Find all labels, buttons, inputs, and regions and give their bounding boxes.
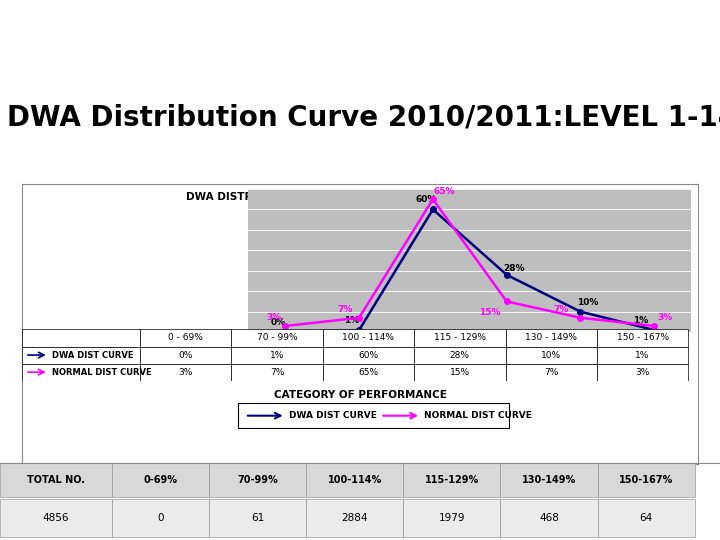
FancyBboxPatch shape [505, 363, 597, 381]
FancyBboxPatch shape [414, 363, 505, 381]
Text: 28%: 28% [503, 264, 524, 273]
Text: 65%: 65% [359, 368, 379, 377]
FancyBboxPatch shape [231, 363, 323, 381]
Text: 7%: 7% [338, 305, 353, 314]
Bar [306, 500, 403, 537]
Bar [209, 500, 306, 537]
Text: 1979: 1979 [438, 513, 465, 523]
Bar [403, 463, 500, 497]
Text: 130-149%: 130-149% [522, 475, 576, 485]
Text: 28%: 28% [450, 350, 470, 360]
Text: 115 - 129%: 115 - 129% [434, 333, 486, 342]
Text: 7%: 7% [554, 305, 569, 314]
FancyBboxPatch shape [231, 329, 323, 347]
Text: 1%: 1% [635, 350, 649, 360]
Bar [209, 463, 306, 497]
Text: 0%: 0% [271, 318, 286, 327]
Text: 1%: 1% [633, 316, 648, 325]
Text: DWA DIST CURVE: DWA DIST CURVE [52, 350, 133, 360]
Text: 60%: 60% [359, 350, 379, 360]
Text: 1%: 1% [345, 316, 360, 325]
FancyBboxPatch shape [323, 329, 414, 347]
Text: 130 - 149%: 130 - 149% [525, 333, 577, 342]
FancyBboxPatch shape [231, 347, 323, 363]
Text: DWA Distribution Curve 2010/2011:LEVEL 1-14: DWA Distribution Curve 2010/2011:LEVEL 1… [7, 104, 720, 132]
Bar [598, 500, 695, 537]
Text: 64: 64 [639, 513, 653, 523]
Text: 65%: 65% [433, 187, 455, 195]
FancyBboxPatch shape [22, 347, 140, 363]
FancyBboxPatch shape [22, 363, 140, 381]
Text: 100 - 114%: 100 - 114% [343, 333, 395, 342]
Bar [403, 500, 500, 537]
Text: 10%: 10% [577, 298, 598, 307]
Text: 0 - 69%: 0 - 69% [168, 333, 203, 342]
Text: 60%: 60% [415, 195, 436, 205]
Bar [112, 463, 209, 497]
FancyBboxPatch shape [22, 329, 140, 347]
Text: 7%: 7% [544, 368, 559, 377]
FancyBboxPatch shape [597, 329, 688, 347]
Text: 0-69%: 0-69% [143, 475, 177, 485]
FancyBboxPatch shape [505, 347, 597, 363]
Text: TOTAL NO.: TOTAL NO. [27, 475, 85, 485]
FancyBboxPatch shape [414, 347, 505, 363]
Text: 150 - 167%: 150 - 167% [616, 333, 669, 342]
Text: DWA DIST CURVE: DWA DIST CURVE [289, 411, 377, 420]
FancyBboxPatch shape [323, 363, 414, 381]
Text: 70 - 99%: 70 - 99% [257, 333, 297, 342]
Text: 4856: 4856 [42, 513, 69, 523]
Text: 61: 61 [251, 513, 264, 523]
Text: 100-114%: 100-114% [328, 475, 382, 485]
Text: 3%: 3% [266, 313, 282, 322]
Bar [598, 463, 695, 497]
Text: 3%: 3% [635, 368, 649, 377]
Text: 10%: 10% [541, 350, 562, 360]
Text: NORMAL DIST CURVE: NORMAL DIST CURVE [52, 368, 152, 377]
FancyBboxPatch shape [323, 347, 414, 363]
Text: 7%: 7% [270, 368, 284, 377]
Text: 0: 0 [157, 513, 163, 523]
Text: 0%: 0% [179, 350, 193, 360]
Text: 15%: 15% [480, 308, 501, 318]
Text: 468: 468 [539, 513, 559, 523]
FancyBboxPatch shape [597, 363, 688, 381]
Text: 70-99%: 70-99% [237, 475, 278, 485]
FancyBboxPatch shape [414, 329, 505, 347]
Bar [306, 463, 403, 497]
Text: 3%: 3% [658, 313, 673, 322]
Bar [112, 500, 209, 537]
Bar [0, 500, 112, 537]
Bar [500, 500, 598, 537]
Text: 2884: 2884 [341, 513, 368, 523]
FancyBboxPatch shape [140, 329, 231, 347]
Bar [500, 463, 598, 497]
Text: 3%: 3% [179, 368, 193, 377]
Bar [238, 403, 509, 428]
Text: DWA DISTRIBUTION CURVE FOR LEVEL 1-14 FOR 2010/2011: DWA DISTRIBUTION CURVE FOR LEVEL 1-14 FO… [186, 192, 534, 202]
Text: NORMAL DIST CURVE: NORMAL DIST CURVE [424, 411, 532, 420]
Text: 1%: 1% [270, 350, 284, 360]
Text: CATEGORY OF PERFORMANCE: CATEGORY OF PERFORMANCE [274, 390, 446, 401]
Text: 150-167%: 150-167% [619, 475, 673, 485]
FancyBboxPatch shape [505, 329, 597, 347]
FancyBboxPatch shape [597, 347, 688, 363]
FancyBboxPatch shape [140, 347, 231, 363]
FancyBboxPatch shape [140, 363, 231, 381]
Text: 115-129%: 115-129% [425, 475, 479, 485]
Text: 15%: 15% [450, 368, 470, 377]
Bar [0, 463, 112, 497]
